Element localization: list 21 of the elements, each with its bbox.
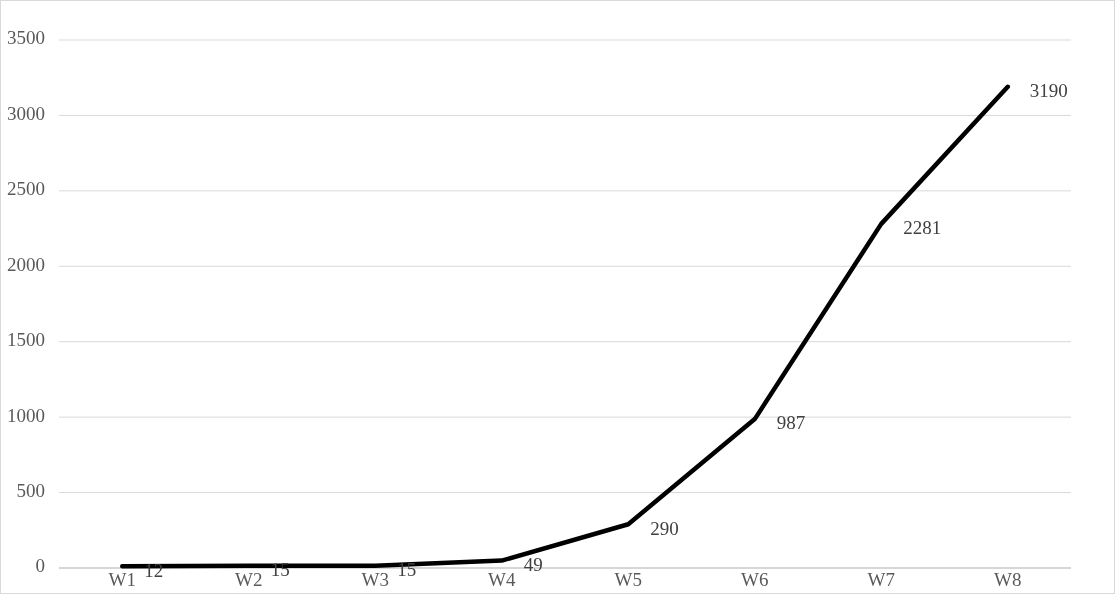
x-tick-label: W5 bbox=[614, 569, 642, 590]
x-tick-label: W8 bbox=[994, 569, 1022, 590]
x-tick-label: W6 bbox=[741, 569, 769, 590]
data-label: 3190 bbox=[1029, 80, 1068, 102]
x-tick-label: W3 bbox=[361, 569, 389, 590]
data-label: 2281 bbox=[903, 217, 942, 239]
y-tick-label: 2000 bbox=[7, 253, 45, 275]
data-label: 987 bbox=[776, 412, 806, 434]
x-tick-label: W7 bbox=[867, 569, 895, 590]
x-tick-label: W4 bbox=[488, 569, 516, 590]
y-tick-label: 3500 bbox=[7, 27, 45, 49]
x-tick-label: W1 bbox=[108, 569, 136, 590]
y-tick-label: 2500 bbox=[7, 178, 45, 200]
y-tick-label: 0 bbox=[35, 555, 45, 577]
data-label: 290 bbox=[650, 517, 679, 539]
y-tick-label: 1000 bbox=[7, 404, 45, 426]
y-tick-label: 500 bbox=[16, 479, 45, 501]
data-label: 49 bbox=[523, 553, 543, 575]
y-tick-label: 1500 bbox=[7, 329, 45, 351]
y-tick-label: 3000 bbox=[7, 102, 45, 124]
x-tick-label: W2 bbox=[235, 569, 263, 590]
